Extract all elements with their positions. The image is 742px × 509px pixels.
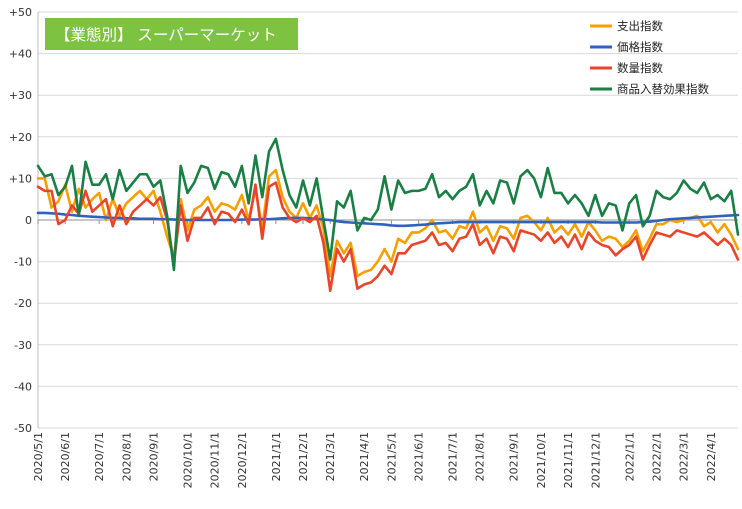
- y-axis-ticks: +50 +40 +30 +20 +10 0 -10 -20 -30 -40 -50: [9, 6, 32, 435]
- chart-title-badge: 【業態別】 スーパーマーケット: [45, 18, 298, 50]
- x-tick-label: 2021/9/1: [508, 432, 521, 481]
- y-tick-label: -30: [14, 339, 32, 352]
- series-line-3: [36, 137, 740, 272]
- title-badge-background: [45, 18, 298, 50]
- x-tick-label: 2021/12/1: [589, 432, 602, 488]
- x-tick-label: 2020/11/1: [209, 432, 222, 488]
- x-axis-ticks: 2020/5/1 2020/6/1 2020/7/1 2020/8/1 2020/9/1…: [32, 220, 718, 488]
- x-tick-label: 2021/5/1: [385, 432, 398, 481]
- y-tick-label: -40: [14, 380, 32, 393]
- x-tick-label: 2021/11/1: [562, 432, 575, 488]
- series-line-2: [36, 181, 740, 293]
- x-tick-label: 2021/6/1: [413, 432, 426, 481]
- x-tick-label: 2020/9/1: [148, 432, 161, 481]
- x-tick-label: 2021/4/1: [358, 432, 371, 481]
- x-tick-label: 2021/3/1: [324, 432, 337, 481]
- y-tick-label: -20: [14, 297, 32, 310]
- x-tick-label: 2022/4/1: [705, 432, 718, 481]
- y-tick-label: +40: [9, 48, 32, 61]
- series-lines: [36, 137, 740, 293]
- y-tick-label: +50: [9, 6, 32, 19]
- x-tick-label: 2020/6/1: [59, 432, 72, 481]
- y-tick-label: 0: [25, 214, 32, 227]
- x-tick-label: 2022/2/1: [650, 432, 663, 481]
- x-tick-label: 2021/8/1: [474, 432, 487, 481]
- x-tick-label: 2021/1/1: [270, 432, 283, 481]
- legend-label: 数量指数: [617, 61, 663, 75]
- x-tick-label: 2020/10/1: [182, 432, 195, 488]
- y-tick-label: +30: [9, 89, 32, 102]
- legend-label: 価格指数: [617, 40, 663, 54]
- x-tick-label: 2020/8/1: [120, 432, 133, 481]
- y-tick-label: -50: [14, 422, 32, 435]
- series-line-0: [36, 168, 740, 278]
- chart-title: 【業態別】 スーパーマーケット: [55, 26, 277, 44]
- x-tick-label: 2022/3/1: [678, 432, 691, 481]
- x-tick-label: 2021/10/1: [535, 432, 548, 488]
- legend-label: 商品入替効果指数: [617, 82, 709, 96]
- x-tick-label: 2022/1/1: [623, 432, 636, 481]
- x-tick-label: 2020/12/1: [236, 432, 249, 488]
- y-tick-label: -10: [14, 256, 32, 269]
- gridlines: [37, 11, 738, 429]
- y-tick-label: +10: [9, 172, 32, 185]
- x-tick-label: 2021/2/1: [297, 432, 310, 481]
- series-line-1: [36, 211, 740, 228]
- x-tick-label: 2020/7/1: [93, 432, 106, 481]
- y-tick-label: +20: [9, 131, 32, 144]
- x-tick-label: 2020/5/1: [32, 432, 45, 481]
- x-tick-label: 2021/7/1: [447, 432, 460, 481]
- legend-label: 支出指数: [617, 19, 663, 33]
